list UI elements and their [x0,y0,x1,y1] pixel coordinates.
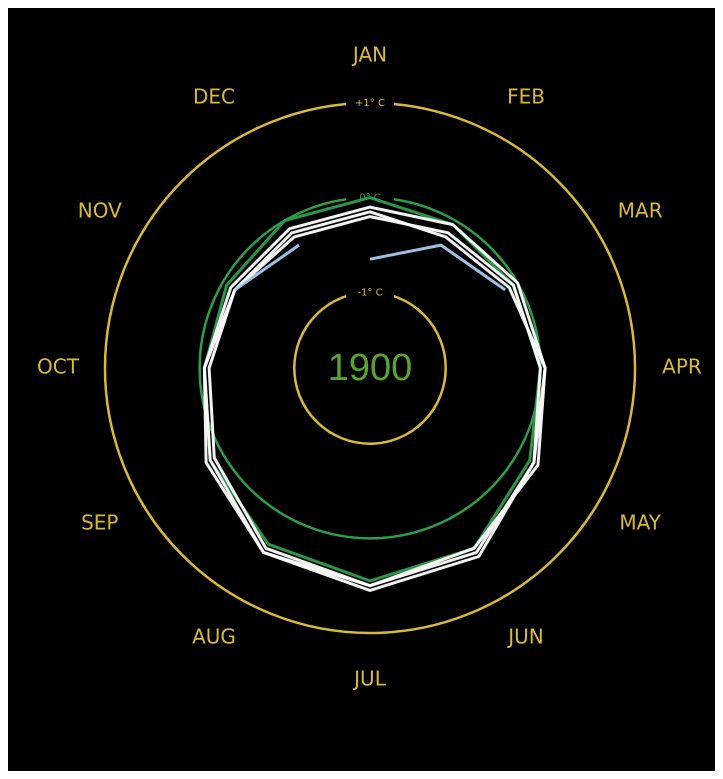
month-label: FEB [507,84,545,108]
month-label: APR [662,355,702,379]
month-label: SEP [81,511,118,535]
month-label: AUG [192,625,236,649]
center-label: 1900 [328,347,413,389]
series-line [233,243,507,292]
month-label: MAR [618,199,663,223]
tick-label: -1° C [357,287,382,298]
labels: JAN FEB MAR APR MAY JUN JUL AUG SEP OCT NOV DEC [37,43,702,691]
month-label: OCT [37,355,80,379]
month-label: JUN [506,625,544,649]
month-label: DEC [193,84,235,108]
tick-label: +1° C [355,98,385,109]
tick-label-bg [346,284,394,301]
lines [202,196,547,592]
background [8,8,715,771]
month-label: JAN [351,43,387,67]
month-label: NOV [78,199,122,223]
month-label: JUL [352,667,387,691]
month-label: MAY [619,511,661,535]
series-line [202,205,547,592]
tick-label-bg [346,95,394,111]
